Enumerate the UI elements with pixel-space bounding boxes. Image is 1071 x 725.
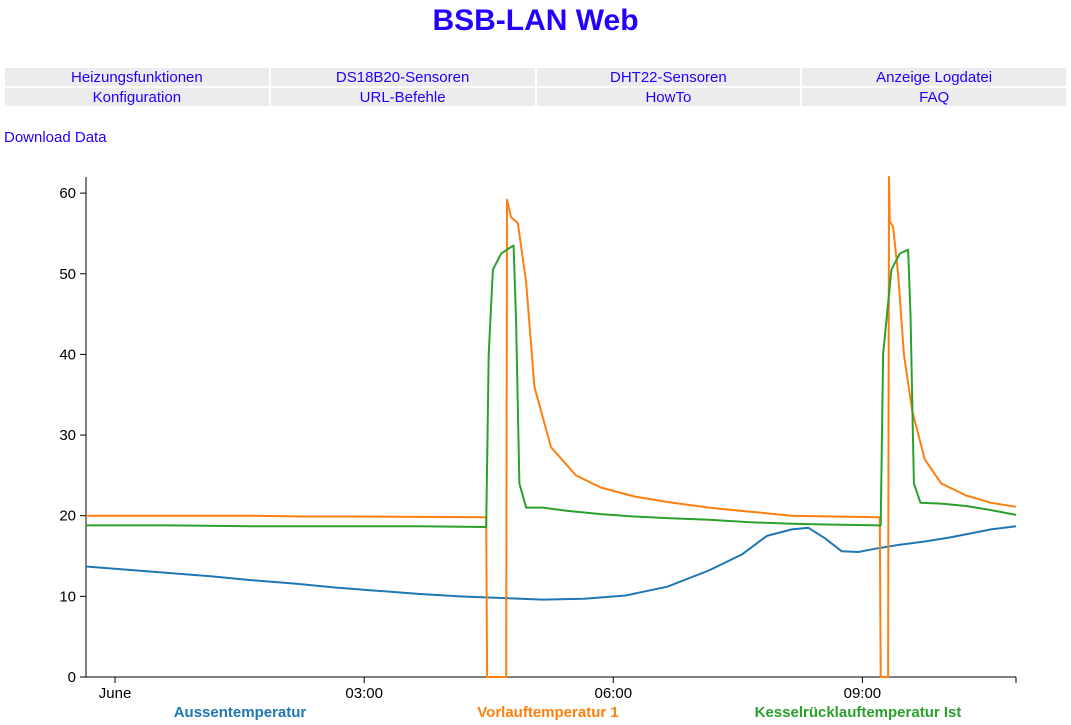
nav-link-url-befehle[interactable]: URL-Befehle xyxy=(359,88,446,106)
nav-cell[interactable]: Anzeige Logdatei xyxy=(802,68,1066,86)
chart-legend: Aussentemperatur Vorlauftemperatur 1 Kesse… xyxy=(174,704,962,721)
nav-cell[interactable]: URL-Befehle xyxy=(270,88,535,106)
nav-cell[interactable]: DHT22-Sensoren xyxy=(536,68,801,86)
page-title: BSB-LAN Web xyxy=(432,4,639,37)
chart-axes: 0 10 20 30 40 50 60 June 03:00 06:00 09:00 xyxy=(59,177,1017,702)
nav-link-konfiguration[interactable]: Konfiguration xyxy=(92,88,182,106)
x-tick-label: 03:00 xyxy=(345,685,383,702)
y-tick-label: 50 xyxy=(59,266,76,283)
series-line-2 xyxy=(86,176,1017,678)
temperature-chart: 0 10 20 30 40 50 60 June 03:00 06:00 09:00 Aussent… xyxy=(59,176,1017,721)
y-tick-label: 40 xyxy=(59,346,76,363)
nav-link-howto[interactable]: HowTo xyxy=(645,88,692,106)
legend-entry-3[interactable]: Kesselrücklauftemperatur Ist xyxy=(755,704,962,721)
x-tick-label: June xyxy=(99,685,132,702)
legend-entry-2[interactable]: Vorlauftemperatur 1 xyxy=(477,704,618,721)
nav-cell[interactable]: FAQ xyxy=(802,88,1066,106)
series-line-1 xyxy=(85,525,1017,601)
y-tick-label: 30 xyxy=(59,427,76,444)
nav-link-heizungsfunktionen[interactable]: Heizungsfunktionen xyxy=(70,68,203,86)
series-line-3 xyxy=(86,244,1017,528)
nav-link-anzeige-logdatei[interactable]: Anzeige Logdatei xyxy=(876,68,993,86)
legend-entry-1[interactable]: Aussentemperatur xyxy=(174,704,307,721)
x-tick-label: 09:00 xyxy=(844,685,882,702)
nav-row-2: Konfiguration URL-Befehle HowTo FAQ xyxy=(5,88,1066,106)
main-navigation: Heizungsfunktionen DS18B20-Sensoren DHT2… xyxy=(3,66,1068,108)
y-tick-label: 0 xyxy=(68,669,76,686)
y-tick-label: 60 xyxy=(59,185,76,202)
nav-cell[interactable]: Heizungsfunktionen xyxy=(5,68,269,86)
nav-link-ds18b20-sensoren[interactable]: DS18B20-Sensoren xyxy=(335,68,470,86)
nav-cell[interactable]: DS18B20-Sensoren xyxy=(270,68,535,86)
nav-link-faq[interactable]: FAQ xyxy=(919,88,950,106)
nav-cell[interactable]: Konfiguration xyxy=(5,88,269,106)
y-tick-label: 10 xyxy=(59,588,76,605)
nav-cell[interactable]: HowTo xyxy=(536,88,801,106)
x-tick-label: 06:00 xyxy=(595,685,633,702)
download-data-link[interactable]: Download Data xyxy=(4,129,107,146)
nav-link-dht22-sensoren[interactable]: DHT22-Sensoren xyxy=(610,68,727,86)
nav-row-1: Heizungsfunktionen DS18B20-Sensoren DHT2… xyxy=(5,68,1066,86)
chart-series xyxy=(85,176,1017,678)
y-tick-label: 20 xyxy=(59,508,76,525)
